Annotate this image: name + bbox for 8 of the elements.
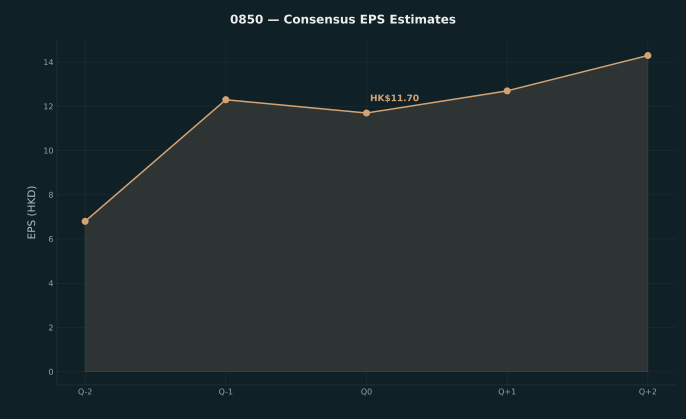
- point: [222, 96, 230, 104]
- point: [644, 52, 652, 60]
- point: [82, 218, 89, 225]
- point: [504, 87, 511, 94]
- y-axis-title: EPS (HKD): [27, 186, 36, 238]
- chart-title: 0850 — Consensus EPS Estimates: [230, 14, 456, 24]
- annotation: HK$11.70: [370, 94, 419, 102]
- point: [362, 109, 370, 117]
